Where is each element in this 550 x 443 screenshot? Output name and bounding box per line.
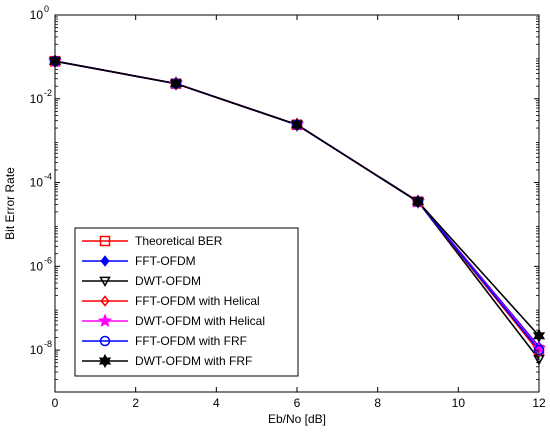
legend-label: DWT-OFDM with FRF: [135, 354, 252, 368]
y-tick-exponent: -2: [44, 88, 52, 98]
y-tick-base: 10: [30, 259, 44, 273]
legend-entry: FFT-OFDM with Helical: [82, 294, 260, 308]
x-tick-label: 10: [452, 396, 466, 410]
y-tick-base: 10: [30, 343, 44, 357]
series-markers: [47, 53, 547, 366]
legend-entry: DWT-OFDM with FRF: [82, 353, 252, 369]
y-tick-base: 10: [30, 176, 44, 190]
x-tick-label: 12: [532, 396, 546, 410]
data-point-series-7: [411, 194, 425, 209]
data-point-series-7: [290, 117, 304, 132]
legend-entry: DWT-OFDM: [82, 274, 201, 288]
data-point-series-7: [169, 76, 183, 91]
x-tick-label: 4: [213, 396, 220, 410]
x-tick-label: 6: [294, 396, 301, 410]
y-tick-exponent: 0: [44, 4, 49, 14]
legend-box: [74, 227, 299, 377]
legend-label: FFT-OFDM with Helical: [135, 294, 260, 308]
legend-marker: [97, 313, 113, 328]
legend-label: DWT-OFDM: [135, 274, 201, 288]
legend-marker: [98, 353, 112, 369]
legend-label: FFT-OFDM: [135, 254, 196, 268]
x-tick-label: 8: [374, 396, 381, 410]
x-tick-label: 2: [132, 396, 139, 410]
y-tick-label: 10 -8: [30, 339, 52, 357]
y-tick-base: 10: [30, 8, 44, 22]
y-tick-label: 10 0: [30, 4, 49, 22]
y-tick-exponent: -8: [44, 339, 52, 349]
y-tick-label: 10 -6: [30, 255, 52, 273]
legend-label: FFT-OFDM with FRF: [135, 334, 247, 348]
legend-entry: FFT-OFDM: [82, 254, 196, 268]
legend-marker: [100, 295, 110, 307]
x-tick-label: 0: [52, 396, 59, 410]
legend-items: Theoretical BER FFT-OFDM DWT-OFDM FFT-OFDM …: [82, 234, 265, 369]
legend-marker: [99, 276, 111, 288]
y-tick-exponent: -4: [44, 172, 52, 182]
y-tick-label: 10 -4: [30, 172, 52, 190]
y-axis-label: Bit Error Rate: [3, 167, 17, 240]
legend-marker: [100, 255, 110, 267]
legend-entry: FFT-OFDM with FRF: [82, 334, 247, 348]
y-tick-exponent: -6: [44, 255, 52, 265]
y-tick-base: 10: [30, 92, 44, 106]
legend-label: DWT-OFDM with Helical: [135, 314, 265, 328]
legend-entry: DWT-OFDM with Helical: [82, 313, 265, 328]
legend-entry: Theoretical BER: [82, 234, 223, 248]
x-axis-label: Eb/No [dB]: [268, 412, 326, 426]
legend-marker: [99, 235, 111, 247]
legend-label: Theoretical BER: [135, 234, 223, 248]
legend-marker: [99, 335, 111, 347]
data-point-series-7: [532, 328, 546, 343]
legend: Theoretical BER FFT-OFDM DWT-OFDM FFT-OFDM …: [74, 227, 299, 377]
y-tick-label: 10 -2: [30, 88, 52, 106]
